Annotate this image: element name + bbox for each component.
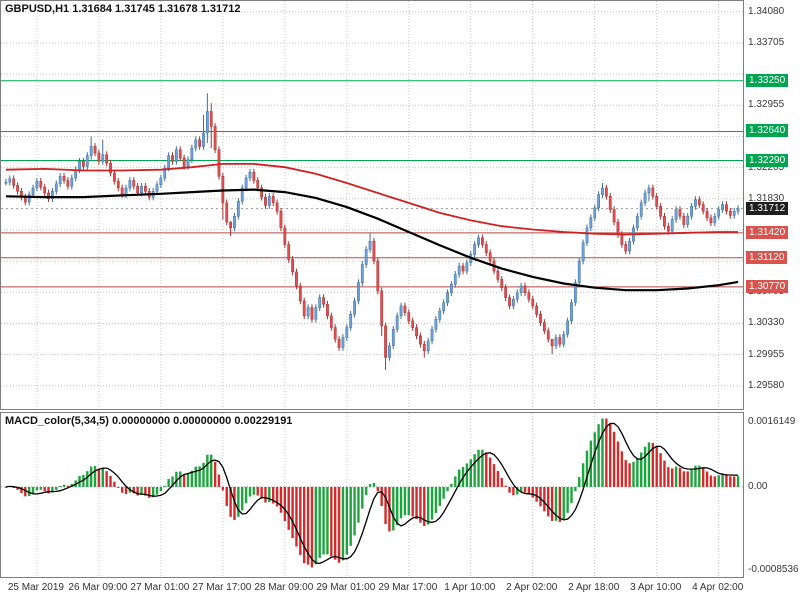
current-price-badge: 1.31712 bbox=[746, 201, 789, 215]
time-axis-label: 4 Apr 02:00 bbox=[692, 582, 744, 593]
time-axis-label: 1 Apr 10:00 bbox=[444, 582, 496, 593]
macd-histogram bbox=[4, 418, 740, 568]
time-axis-label: 2 Apr 02:00 bbox=[506, 582, 558, 593]
symbol-ohlc-header: GBPUSD,H1 1.31684 1.31745 1.31678 1.3171… bbox=[5, 3, 241, 15]
level-lines bbox=[1, 80, 743, 288]
price-axis-label: 1.31830 bbox=[748, 192, 785, 204]
candles bbox=[4, 93, 740, 370]
ma-red-line bbox=[5, 163, 739, 236]
level-badge-green: 1.32640 bbox=[746, 124, 789, 138]
level-badge-red: 1.31120 bbox=[746, 250, 788, 264]
time-axis-label: 27 Mar 17:00 bbox=[192, 582, 252, 593]
time-axis-label: 27 Mar 01:00 bbox=[130, 582, 190, 593]
price-axis-label: 1.34080 bbox=[748, 5, 785, 17]
macd-indicator-canvas[interactable] bbox=[1, 413, 743, 577]
macd-signal-line bbox=[5, 422, 739, 565]
macd-axis-min-label: -0.0008536 bbox=[748, 564, 799, 575]
level-badge-red: 1.31420 bbox=[746, 225, 789, 239]
price-axis-label: 1.32955 bbox=[748, 99, 785, 111]
macd-indicator-header: MACD_color(5,34,5) 0.00000000 0.00000000… bbox=[5, 415, 293, 427]
price-axis-label: 1.33705 bbox=[748, 36, 785, 48]
time-axis-label: 26 Mar 09:00 bbox=[68, 582, 128, 593]
time-axis: 25 Mar 2019 26 Mar 09:00 27 Mar 01:00 27 Ma… bbox=[0, 578, 800, 600]
price-axis-label: 1.29580 bbox=[748, 379, 785, 391]
grid-lines bbox=[1, 1, 743, 409]
price-axis-label: 1.29955 bbox=[748, 348, 785, 360]
level-badge-red: 1.30770 bbox=[746, 279, 789, 293]
time-axis-label: 3 Apr 10:00 bbox=[630, 582, 682, 593]
time-axis-label: 29 Mar 01:00 bbox=[316, 582, 376, 593]
price-chart-pane[interactable]: GBPUSD,H1 1.31684 1.31745 1.31678 1.3171… bbox=[0, 0, 744, 410]
level-badge-green: 1.33250 bbox=[746, 73, 789, 87]
time-axis-label: 25 Mar 2019 bbox=[7, 582, 64, 593]
price-axis-label: 1.30330 bbox=[748, 317, 785, 329]
time-axis-label: 28 Mar 09:00 bbox=[254, 582, 314, 593]
price-axis-label: 1.32205 bbox=[748, 161, 785, 173]
macd-indicator-pane[interactable]: MACD_color(5,34,5) 0.00000000 0.00000000… bbox=[0, 412, 744, 578]
macd-axis-zero-label: 0.00 bbox=[748, 480, 768, 492]
price-chart-canvas[interactable] bbox=[1, 1, 743, 409]
macd-axis-max-label: 0.0016149 bbox=[748, 416, 796, 427]
time-axis-label: 29 Mar 17:00 bbox=[378, 582, 438, 593]
time-axis-label: 2 Apr 18:00 bbox=[568, 582, 620, 593]
macd-grid bbox=[1, 413, 743, 577]
level-badge-green: 1.32290 bbox=[746, 153, 789, 167]
ma-black-line bbox=[5, 188, 739, 292]
price-axis: 1.34080 1.33705 1.32955 1.32205 1.31830 1.307… bbox=[745, 0, 800, 578]
